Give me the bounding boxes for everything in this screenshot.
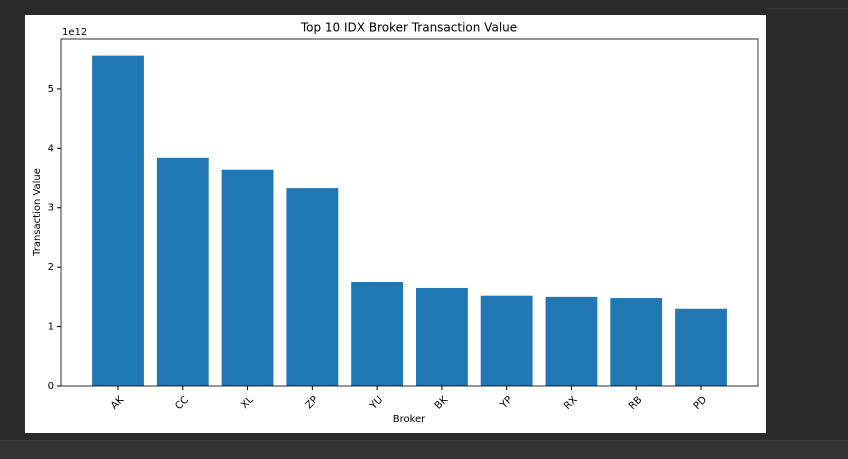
x-tick-label: ZP bbox=[304, 394, 321, 411]
bar bbox=[415, 287, 468, 386]
x-tick-label: YP bbox=[498, 394, 515, 411]
x-tick-label: RB bbox=[627, 394, 645, 412]
x-tick-label: RX bbox=[562, 394, 580, 412]
y-tick-label: 2 bbox=[48, 262, 54, 273]
x-tick-label: BK bbox=[433, 394, 451, 412]
bar bbox=[286, 188, 339, 386]
bar bbox=[351, 282, 404, 386]
bar bbox=[480, 295, 533, 386]
bar bbox=[675, 308, 727, 386]
x-tick-label: YU bbox=[367, 394, 385, 412]
y-tick-label: 1 bbox=[48, 322, 54, 333]
offset-label: 1e12 bbox=[62, 27, 87, 38]
cell-border bbox=[766, 8, 848, 9]
x-tick-label: AK bbox=[109, 394, 127, 412]
y-axis-label: Transaction Value bbox=[32, 168, 43, 257]
bar bbox=[92, 55, 144, 386]
y-tick-label: 4 bbox=[48, 143, 54, 154]
x-tick-label: PD bbox=[692, 394, 710, 412]
notebook-strip bbox=[0, 440, 848, 459]
chart: Top 10 IDX Broker Transaction Value Brok… bbox=[25, 15, 766, 433]
y-tick-label: 3 bbox=[48, 203, 54, 214]
y-tick-label: 0 bbox=[48, 381, 54, 392]
x-axis-label: Broker bbox=[393, 414, 426, 425]
x-tick-label: CC bbox=[173, 394, 191, 412]
chart-title: Top 10 IDX Broker Transaction Value bbox=[300, 21, 517, 35]
axes-frame bbox=[60, 38, 759, 387]
bar bbox=[545, 296, 598, 386]
y-tick-label: 5 bbox=[48, 84, 54, 95]
bar bbox=[156, 157, 209, 386]
bar bbox=[221, 169, 274, 386]
bar bbox=[610, 298, 663, 386]
x-tick-label: XL bbox=[239, 394, 256, 411]
